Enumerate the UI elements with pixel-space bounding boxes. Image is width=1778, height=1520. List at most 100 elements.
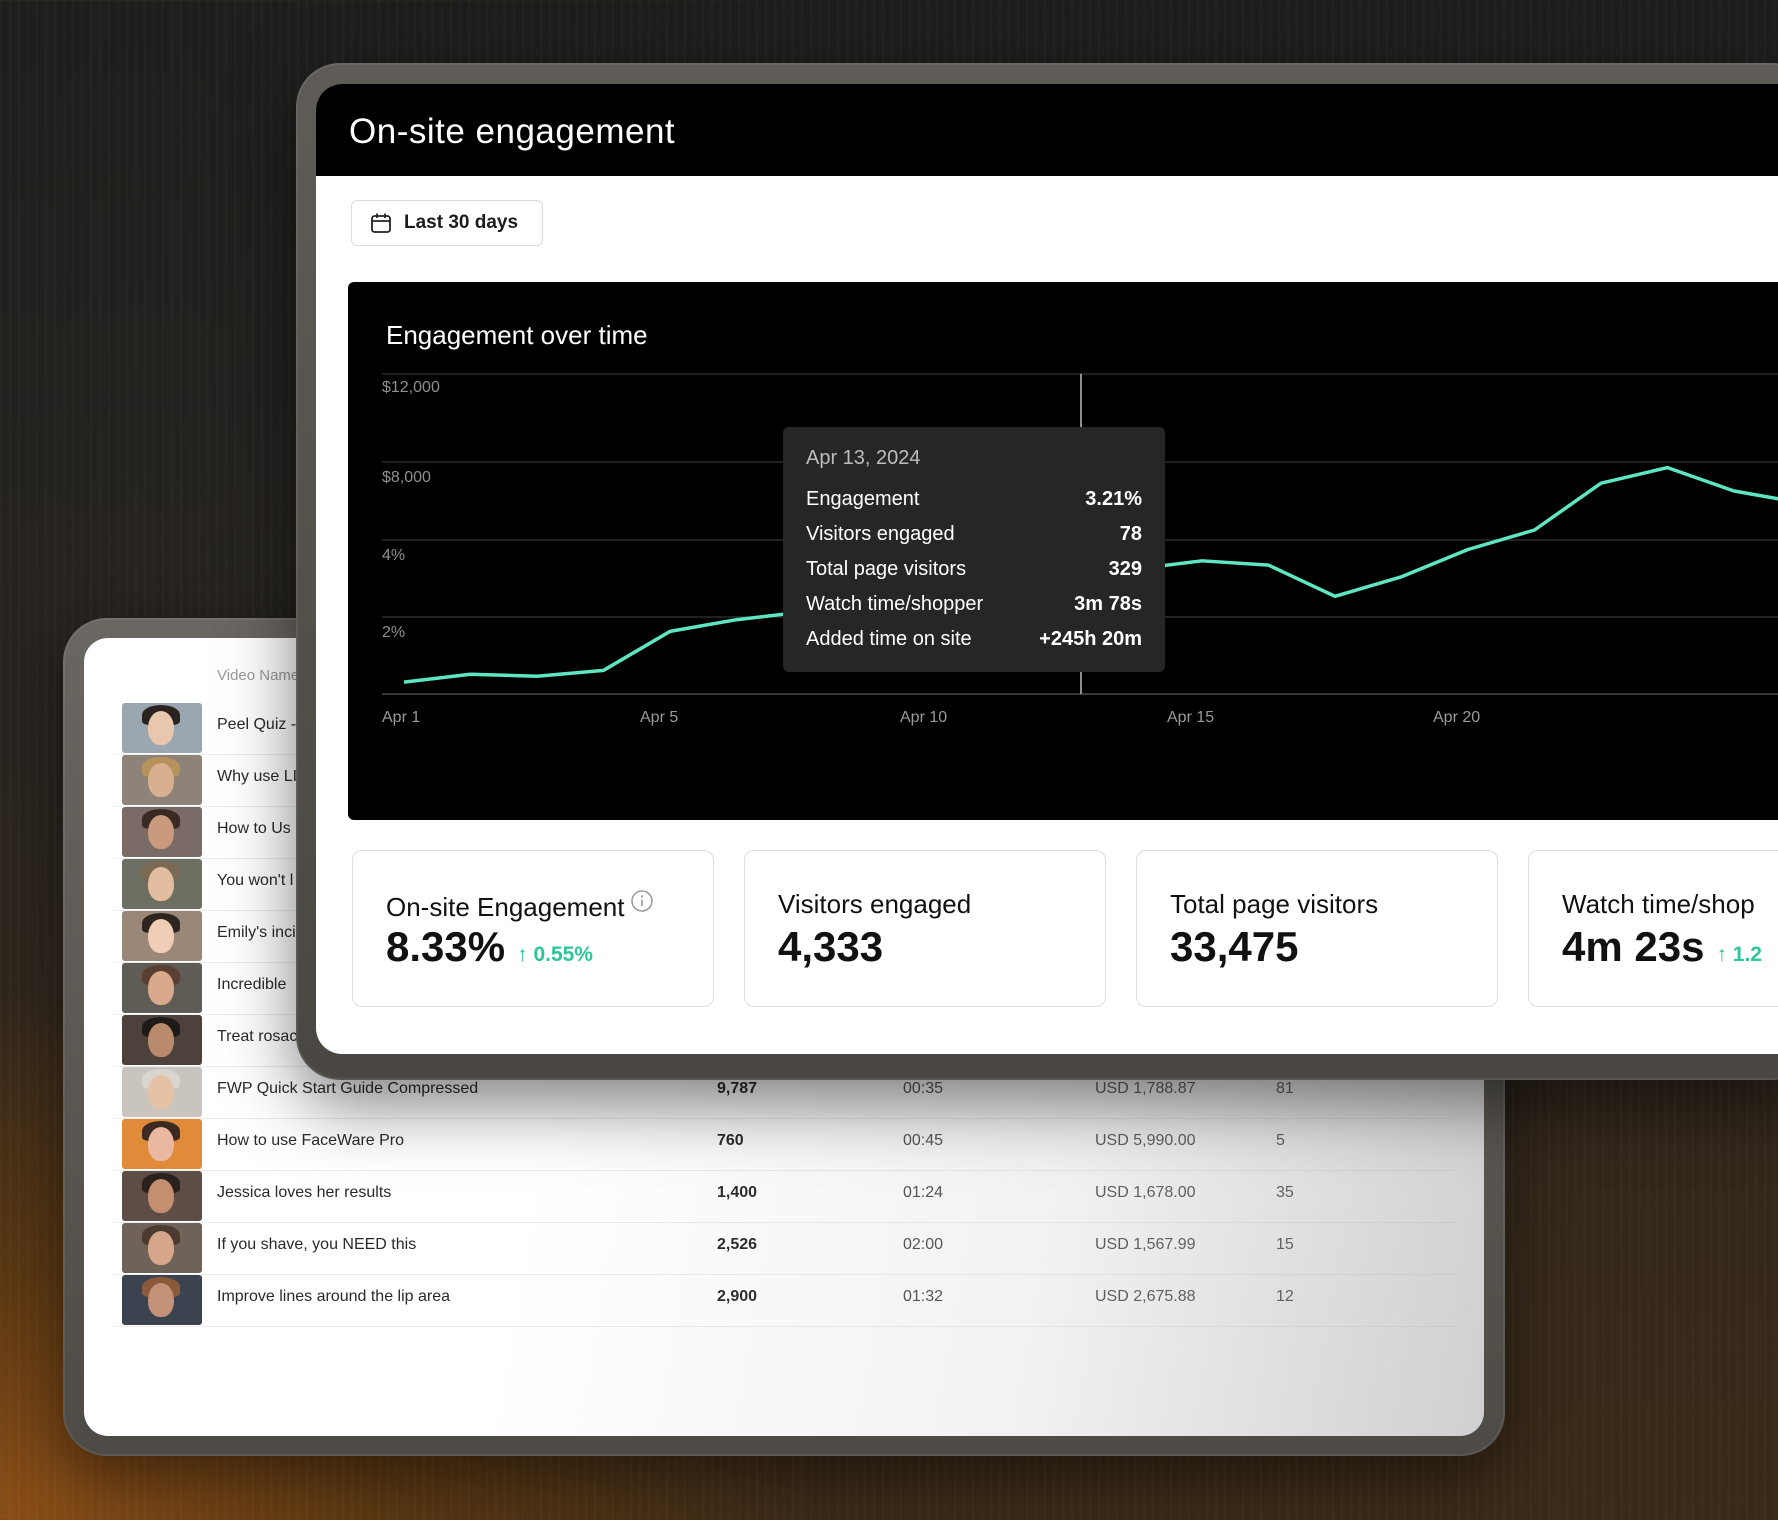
- video-revenue: USD 2,675.88: [1095, 1288, 1196, 1305]
- metric-change-text: 0.55%: [533, 943, 593, 966]
- page-header: On-site engagement: [316, 84, 1778, 176]
- date-range-label: Last 30 days: [404, 212, 519, 233]
- tooltip-row-total-page-visitors: Total page visitors 329: [806, 552, 1142, 587]
- metric-value: 8.33% ↑ 0.55%: [386, 923, 593, 971]
- chart-title: Engagement over time: [386, 320, 648, 350]
- video-thumbnail[interactable]: [122, 963, 202, 1013]
- video-thumbnail[interactable]: [122, 911, 202, 961]
- tooltip-date: Apr 13, 2024: [806, 447, 921, 469]
- video-thumbnail[interactable]: [122, 1067, 202, 1117]
- video-name: FWP Quick Start Guide Compressed: [217, 1080, 479, 1097]
- video-name: How to use FaceWare Pro: [217, 1132, 405, 1149]
- thumbnail-face: [148, 763, 174, 797]
- video-name: Jessica loves her results: [217, 1184, 392, 1201]
- video-thumbnail[interactable]: [122, 859, 202, 909]
- video-views: 760: [717, 1132, 744, 1149]
- table-row[interactable]: Improve lines around the lip area 2,900 01…: [114, 1268, 1454, 1327]
- thumbnail-face: [148, 1023, 174, 1057]
- date-range-button[interactable]: Last 30 days: [351, 200, 543, 246]
- video-thumbnail[interactable]: [122, 1119, 202, 1169]
- video-revenue: USD 1,567.99: [1095, 1236, 1196, 1253]
- thumbnail-face: [148, 1179, 174, 1213]
- video-thumbnail[interactable]: [122, 755, 202, 805]
- table-row[interactable]: How to use FaceWare Pro 760 00:45 USD 5,990…: [114, 1112, 1454, 1171]
- video-views: 1,400: [717, 1184, 758, 1201]
- info-icon[interactable]: [630, 889, 654, 920]
- metric-card-total-page-visitors[interactable]: Total page visitors 33,475: [1136, 850, 1498, 1007]
- tooltip-label: Watch time/shopper: [806, 593, 984, 615]
- page-title: On-site engagement: [349, 112, 676, 151]
- video-revenue: USD 5,990.00: [1095, 1132, 1196, 1149]
- metric-label: On-site Engagement: [386, 889, 654, 923]
- video-duration: 00:35: [903, 1080, 944, 1097]
- video-duration: 01:24: [903, 1184, 944, 1201]
- tooltip-label: Added time on site: [806, 628, 972, 650]
- arrow-up-icon: ↑: [1716, 943, 1733, 966]
- table-row[interactable]: Jessica loves her results 1,400 01:24 USD 1…: [114, 1164, 1454, 1223]
- thumbnail-face: [148, 815, 174, 849]
- chart-tooltip: Apr 13, 2024 Engagement 3.21% Visitors e…: [783, 427, 1165, 672]
- thumbnail-face: [148, 971, 174, 1005]
- tooltip-row-watch-time: Watch time/shopper 3m 78s: [806, 587, 1142, 622]
- video-thumbnail[interactable]: [122, 1171, 202, 1221]
- tooltip-value: 329: [1108, 558, 1142, 580]
- tooltip-row-added-time: Added time on site +245h 20m: [806, 622, 1142, 657]
- video-count: 15: [1276, 1236, 1294, 1253]
- tooltip-label: Engagement: [806, 488, 920, 510]
- video-name: Improve lines around the lip area: [217, 1288, 451, 1305]
- video-thumbnail[interactable]: [122, 1015, 202, 1065]
- metric-change: ↑ 0.55%: [517, 943, 593, 966]
- tooltip-row-engagement: Engagement 3.21%: [806, 482, 1142, 517]
- video-thumbnail[interactable]: [122, 807, 202, 857]
- y-tick-label: $12,000: [382, 379, 440, 396]
- calendar-icon: [371, 213, 391, 233]
- video-name: You won't l: [217, 872, 294, 889]
- engagement-dashboard: On-site engagement Last 30 days Engageme…: [316, 84, 1778, 1054]
- metric-value: 4,333: [778, 923, 884, 970]
- x-tick-label: Apr 5: [640, 709, 678, 726]
- tooltip-value: 3m 78s: [1074, 593, 1142, 615]
- video-thumbnail[interactable]: [122, 1275, 202, 1325]
- video-name: How to Us: [217, 820, 291, 837]
- table-row[interactable]: FWP Quick Start Guide Compressed 9,787 00:…: [114, 1060, 1454, 1119]
- metric-value-text: 4m 23s: [1562, 923, 1705, 970]
- y-tick-label: 2%: [382, 624, 405, 641]
- metric-value: 4m 23s ↑ 1.2: [1562, 923, 1762, 971]
- video-thumbnail[interactable]: [122, 703, 202, 753]
- video-views: 2,526: [717, 1236, 758, 1253]
- thumbnail-face: [148, 1231, 174, 1265]
- video-count: 5: [1276, 1132, 1285, 1149]
- video-name: Why use LI: [217, 768, 298, 785]
- thumbnail-face: [148, 1127, 174, 1161]
- tooltip-value: 3.21%: [1085, 488, 1142, 510]
- video-duration: 01:32: [903, 1288, 944, 1305]
- arrow-up-icon: ↑: [517, 943, 534, 966]
- metric-label-text: On-site Engagement: [386, 892, 625, 922]
- tooltip-row-visitors-engaged: Visitors engaged 78: [806, 517, 1142, 552]
- y-tick-label: $8,000: [382, 469, 431, 486]
- thumbnail-face: [148, 711, 174, 745]
- tooltip-value: +245h 20m: [1039, 628, 1142, 650]
- metric-card-onsite-engagement[interactable]: On-site Engagement 8.33% ↑ 0.55%: [352, 850, 714, 1007]
- x-tick-label: Apr 20: [1433, 709, 1480, 726]
- video-revenue: USD 1,788.87: [1095, 1080, 1196, 1097]
- video-duration: 02:00: [903, 1236, 944, 1253]
- tooltip-label: Total page visitors: [806, 558, 967, 580]
- thumbnail-face: [148, 867, 174, 901]
- engagement-chart-panel: Engagement over time $12,000 $8,000 4% 2% Ap…: [348, 282, 1778, 820]
- video-name: Emily's inci: [217, 924, 296, 941]
- video-count: 35: [1276, 1184, 1294, 1201]
- metric-change: ↑ 1.2: [1716, 943, 1762, 966]
- video-thumbnail[interactable]: [122, 1223, 202, 1273]
- video-views: 9,787: [717, 1080, 758, 1097]
- x-tick-label: Apr 15: [1167, 709, 1214, 726]
- metric-card-watch-time[interactable]: Watch time/shop 4m 23s ↑ 1.2: [1528, 850, 1778, 1007]
- metric-card-visitors-engaged[interactable]: Visitors engaged 4,333: [744, 850, 1106, 1007]
- x-tick-label: Apr 10: [900, 709, 947, 726]
- table-row[interactable]: If you shave, you NEED this 2,526 02:00 USD…: [114, 1216, 1454, 1275]
- thumbnail-face: [148, 1075, 174, 1109]
- tooltip-label: Visitors engaged: [806, 523, 955, 545]
- video-views: 2,900: [717, 1288, 758, 1305]
- metric-label: Total page visitors: [1170, 889, 1379, 919]
- column-header-video-name[interactable]: Video Name: [217, 667, 300, 684]
